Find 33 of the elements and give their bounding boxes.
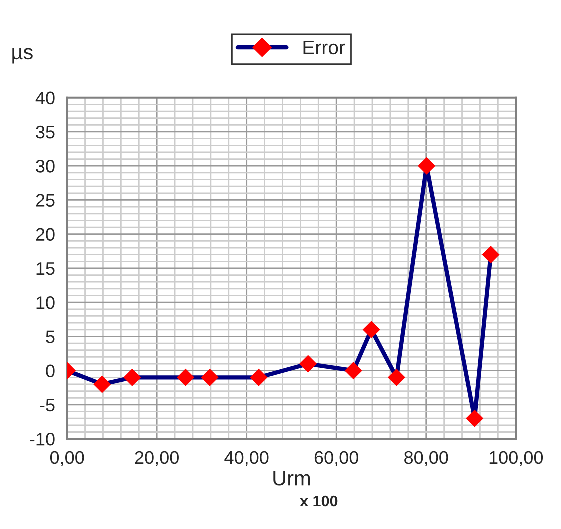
text: x 100: [300, 496, 338, 507]
x-tick-label: 60,00: [314, 451, 358, 466]
y-tick-label: 35: [36, 126, 55, 139]
y-tick-label: 0: [46, 364, 55, 378]
legend-label: Error: [304, 41, 346, 55]
y-axis-title: µs: [12, 48, 33, 64]
point: [250, 368, 268, 386]
point: [201, 368, 219, 386]
point: [177, 368, 195, 386]
y-tick-label: 10: [36, 296, 55, 310]
y-tick-label: -10: [30, 433, 55, 446]
point: [482, 246, 500, 264]
x-axis-title: Urm: [274, 471, 310, 486]
y-tick-label: 20: [36, 228, 55, 242]
x-tick-label: 0,00: [50, 451, 84, 466]
y-tick-label: 25: [36, 194, 55, 207]
point: [418, 157, 436, 175]
point: [94, 376, 112, 394]
point: [388, 368, 406, 386]
point: [362, 321, 380, 339]
point: [344, 362, 362, 380]
y-tick-label: 15: [36, 262, 55, 276]
x-tick-label: 100,00: [490, 451, 544, 466]
x-tick-label: 40,00: [224, 451, 269, 466]
x-tick-label: 80,00: [404, 451, 448, 466]
point: [124, 368, 142, 386]
y-tick-label: -5: [40, 399, 55, 412]
y-tick-label: 5: [46, 330, 55, 344]
x-tick-label: 20,00: [135, 451, 179, 466]
y-tick-label: 40: [36, 92, 55, 105]
point: [300, 355, 318, 373]
point: [466, 410, 484, 428]
y-tick-label: 30: [36, 160, 55, 173]
